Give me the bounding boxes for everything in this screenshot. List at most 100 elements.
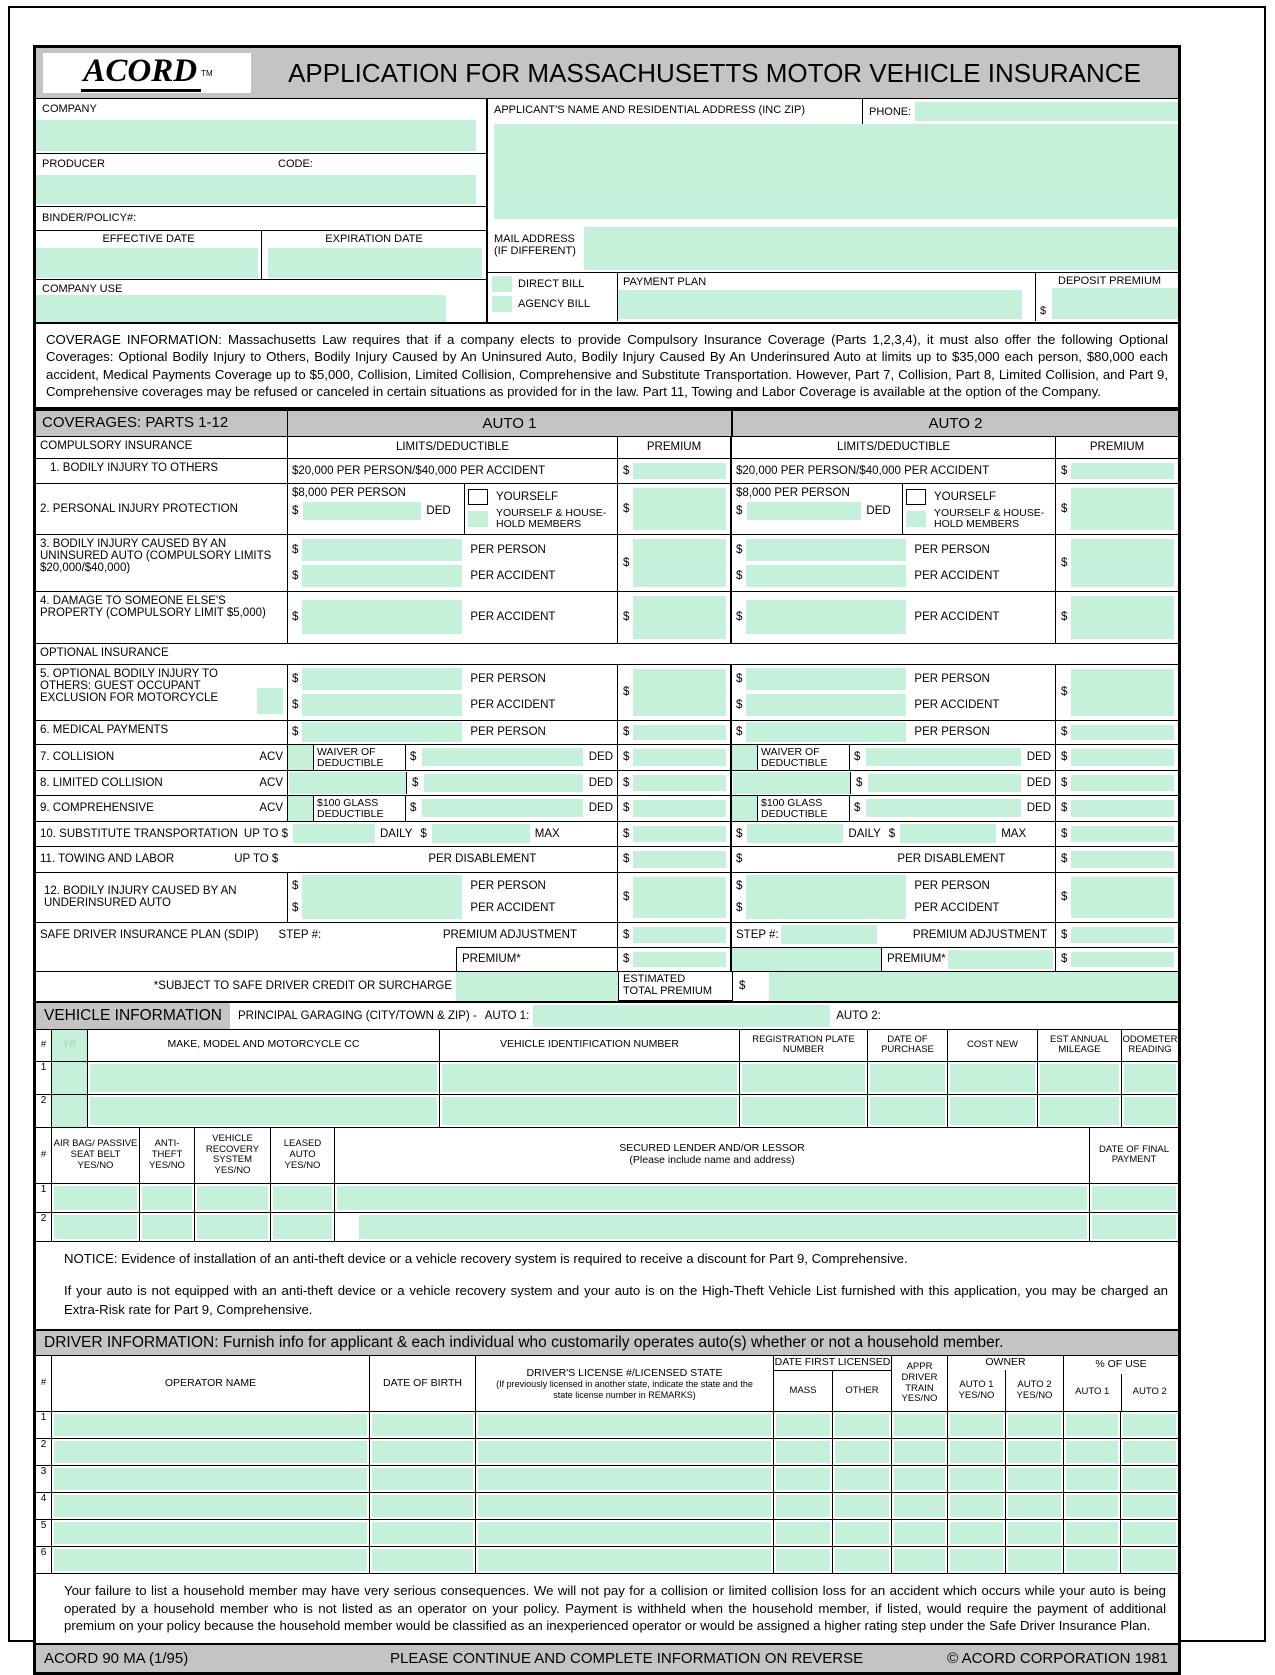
row5-perperson-auto1-input[interactable] — [302, 668, 463, 691]
motorcycle-exclusion-checkbox[interactable] — [257, 687, 283, 714]
agency-bill-checkbox[interactable] — [492, 296, 512, 312]
vehicle2-costnew-input[interactable] — [950, 1096, 1035, 1125]
driver3-other-input[interactable] — [835, 1468, 889, 1491]
driver4-use2-input[interactable] — [1123, 1495, 1176, 1518]
row12-peraccident-auto1-input[interactable] — [302, 897, 463, 920]
row10-max-auto1-input[interactable] — [431, 824, 530, 844]
premium-star-auto1-input[interactable] — [633, 951, 726, 967]
driver1-owner2-input[interactable] — [1008, 1414, 1061, 1437]
vehicle1-yr-input[interactable] — [52, 1061, 88, 1094]
row4-premium-auto2-input[interactable] — [1071, 595, 1174, 639]
driver2-owner1-input[interactable] — [950, 1441, 1003, 1464]
company-input[interactable] — [36, 120, 476, 151]
driver1-use2-input[interactable] — [1123, 1414, 1176, 1437]
driver6-mass-input[interactable] — [776, 1549, 830, 1572]
driver5-other-input[interactable] — [835, 1522, 889, 1545]
row3-premium-auto2-input[interactable] — [1071, 538, 1174, 587]
row12-perperson-auto2-input[interactable] — [746, 874, 907, 897]
driver6-name-input[interactable] — [54, 1549, 367, 1572]
driver4-use1-input[interactable] — [1066, 1495, 1118, 1518]
row12-premium-auto1-input[interactable] — [633, 876, 726, 918]
row7-ded-auto2-input[interactable] — [866, 748, 1021, 767]
driver5-owner2-input[interactable] — [1008, 1522, 1061, 1545]
mail-address-input[interactable] — [584, 227, 1178, 270]
driver1-use1-input[interactable] — [1066, 1414, 1118, 1437]
row4-peraccident-auto2-input[interactable] — [746, 600, 907, 635]
leased2-input[interactable] — [273, 1214, 332, 1239]
company-use-input[interactable] — [36, 295, 446, 322]
premium-star-auto2-input[interactable] — [1071, 951, 1174, 967]
premium-star-field-auto2[interactable] — [732, 947, 882, 971]
recovery2-input[interactable] — [197, 1214, 268, 1239]
payment-plan-input[interactable] — [618, 290, 1022, 319]
driver4-dob-input[interactable] — [372, 1495, 473, 1518]
row10-daily-auto1-input[interactable] — [293, 824, 375, 844]
driver3-name-input[interactable] — [54, 1468, 367, 1491]
driver3-use2-input[interactable] — [1123, 1468, 1176, 1491]
row2-premium-auto2-input[interactable] — [1071, 487, 1174, 530]
vehicle1-make-input[interactable] — [90, 1063, 437, 1092]
phone-input[interactable] — [915, 102, 1178, 121]
row5-peraccident-auto2-input[interactable] — [746, 693, 907, 716]
driver3-owner2-input[interactable] — [1008, 1468, 1061, 1491]
row1-premium-auto2-input[interactable] — [1071, 462, 1174, 479]
driver6-use1-input[interactable] — [1066, 1549, 1118, 1572]
row5-premium-auto2-input[interactable] — [1071, 668, 1174, 716]
deposit-premium-input[interactable] — [1052, 288, 1178, 319]
glass-checkbox-auto1[interactable] — [288, 795, 314, 821]
driver5-name-input[interactable] — [54, 1522, 367, 1545]
vehicle2-yr-input[interactable] — [52, 1094, 88, 1127]
driver5-mass-input[interactable] — [776, 1522, 830, 1545]
row7-premium-auto2-input[interactable] — [1071, 748, 1174, 766]
driver6-dob-input[interactable] — [372, 1549, 473, 1572]
row2-premium-auto1-input[interactable] — [633, 487, 726, 530]
driver2-mass-input[interactable] — [776, 1441, 830, 1464]
row9-premium-auto1-input[interactable] — [633, 799, 726, 817]
sdip-step-auto2-input[interactable] — [780, 925, 877, 945]
driver1-name-input[interactable] — [54, 1414, 367, 1437]
effective-date-input[interactable] — [36, 248, 258, 278]
driver6-owner2-input[interactable] — [1008, 1549, 1061, 1572]
row3-perperson-auto1-input[interactable] — [302, 538, 463, 561]
driver4-other-input[interactable] — [835, 1495, 889, 1518]
row5-perperson-auto2-input[interactable] — [746, 668, 907, 691]
row1-premium-auto1-input[interactable] — [633, 462, 726, 479]
driver1-license-input[interactable] — [478, 1414, 771, 1437]
row11-premium-auto2-input[interactable] — [1071, 850, 1174, 868]
driver4-name-input[interactable] — [54, 1495, 367, 1518]
driver6-license-input[interactable] — [478, 1549, 771, 1572]
driver5-use2-input[interactable] — [1123, 1522, 1176, 1545]
applicant-address-input[interactable] — [494, 124, 1178, 219]
airbag2-input[interactable] — [54, 1214, 137, 1239]
row2-ded-auto2-input[interactable] — [747, 501, 862, 520]
row9-premium-auto2-input[interactable] — [1071, 799, 1174, 817]
leased1-input[interactable] — [273, 1185, 332, 1210]
glass-checkbox-auto2[interactable] — [732, 795, 758, 821]
vehicle1-reg-input[interactable] — [742, 1063, 865, 1092]
driver2-owner2-input[interactable] — [1008, 1441, 1061, 1464]
driver6-other-input[interactable] — [835, 1549, 889, 1572]
recovery1-input[interactable] — [197, 1185, 268, 1210]
garaging-auto1-input[interactable] — [533, 1004, 831, 1027]
row5-premium-auto1-input[interactable] — [633, 668, 726, 716]
driver6-owner1-input[interactable] — [950, 1549, 1003, 1572]
driver1-other-input[interactable] — [835, 1414, 889, 1437]
driver3-appr-input[interactable] — [894, 1468, 945, 1491]
driver3-dob-input[interactable] — [372, 1468, 473, 1491]
row4-peraccident-auto1-input[interactable] — [302, 600, 463, 635]
row8-limit-auto2-input[interactable] — [733, 771, 851, 794]
vehicle1-purchase-input[interactable] — [870, 1063, 945, 1092]
driver3-use1-input[interactable] — [1066, 1468, 1118, 1491]
subject-input[interactable] — [456, 971, 618, 1001]
household-checkbox-auto2[interactable] — [906, 511, 926, 528]
vehicle2-reg-input[interactable] — [742, 1096, 865, 1125]
row6-premium-auto2-input[interactable] — [1071, 724, 1174, 740]
driver4-owner1-input[interactable] — [950, 1495, 1003, 1518]
driver1-dob-input[interactable] — [372, 1414, 473, 1437]
estimated-total-input[interactable] — [769, 971, 1178, 1001]
vehicle2-make-input[interactable] — [90, 1096, 437, 1125]
final-payment1-input[interactable] — [1092, 1185, 1176, 1210]
row3-perperson-auto2-input[interactable] — [746, 538, 907, 561]
driver5-appr-input[interactable] — [894, 1522, 945, 1545]
sdip-premium-auto2-input[interactable] — [1071, 926, 1174, 943]
